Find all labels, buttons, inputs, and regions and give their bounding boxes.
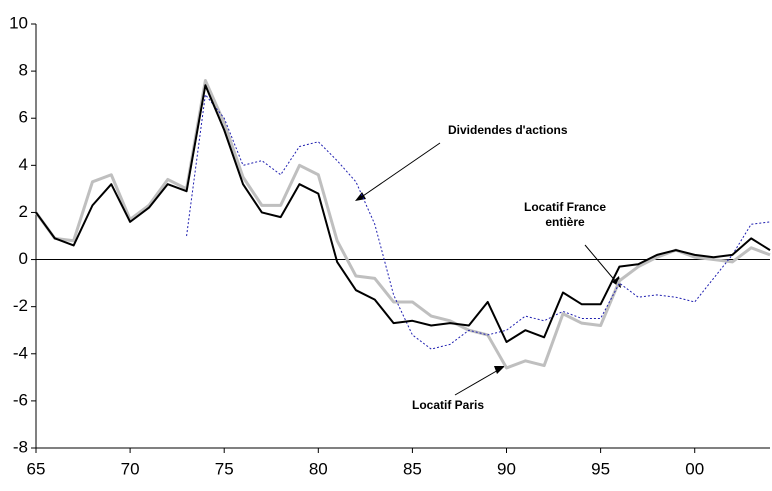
arrowhead (355, 192, 366, 201)
x-tick-label: 80 (309, 459, 328, 478)
y-tick-label: 2 (19, 202, 28, 221)
x-tick-label: 90 (497, 459, 516, 478)
annotation: Locatif France entière (523, 200, 607, 229)
y-tick-label: 0 (19, 249, 28, 268)
x-tick-label: 00 (685, 459, 704, 478)
series-line (186, 94, 771, 350)
y-tick-label: -6 (13, 390, 28, 409)
x-tick-label: 85 (403, 459, 422, 478)
annotation-arrow (454, 368, 501, 396)
y-tick-label: -4 (13, 343, 28, 362)
x-tick-label: 65 (27, 459, 46, 478)
arrowhead (494, 366, 505, 374)
annotation-arrow (359, 142, 441, 199)
annotation-arrow (584, 244, 618, 284)
y-tick-label: -8 (13, 437, 28, 456)
y-tick-label: 4 (19, 155, 28, 174)
x-tick-label: 70 (121, 459, 140, 478)
series-line (35, 84, 771, 343)
x-tick-label: 75 (215, 459, 234, 478)
y-tick-label: 6 (19, 108, 28, 127)
y-tick-label: 10 (9, 13, 28, 32)
y-tick-label: -2 (13, 296, 28, 315)
series-line (34, 79, 771, 370)
annotation: Dividendes d'actions (448, 123, 568, 137)
y-tick-label: 8 (19, 61, 28, 80)
x-tick-label: 95 (591, 459, 610, 478)
annotation: Locatif Paris (412, 398, 484, 412)
